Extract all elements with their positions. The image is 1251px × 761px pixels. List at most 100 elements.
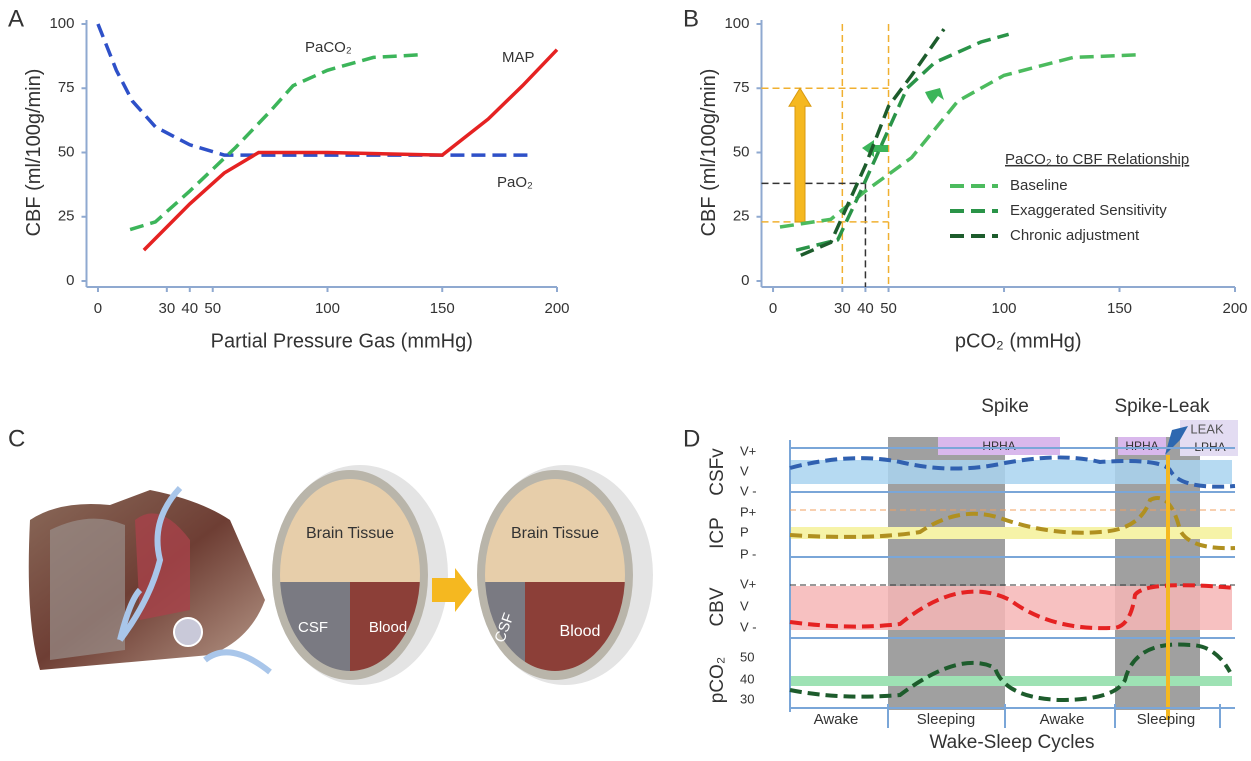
legend-label: Baseline (1010, 177, 1068, 194)
row-label: pCO₂ (707, 657, 728, 703)
change-arrow (788, 87, 812, 223)
pco2-curve (789, 642, 1232, 703)
row-tick-label: 50 (740, 649, 754, 664)
y-tick-label: 100 (724, 15, 749, 32)
csfv-curve (789, 455, 1236, 489)
series-label: MAP (502, 49, 535, 66)
flow-line (203, 649, 272, 675)
series-line (800, 28, 946, 257)
y-axis-label: CBF (ml/100g/min) (698, 69, 720, 237)
row-tick-label: V - (740, 619, 757, 634)
cbv-curve (789, 583, 1236, 631)
legend-label: Exaggerated Sensitivity (1010, 202, 1167, 219)
label: Brain Tissue (511, 525, 599, 542)
y-axis-label: CBF (ml/100g/min) (23, 69, 45, 237)
row-tick-label: V - (740, 483, 757, 498)
panel-label: D (683, 425, 700, 452)
x-tick-label: 50 (880, 300, 897, 317)
pco2-band (790, 676, 1232, 686)
series-line (142, 48, 559, 252)
panel-b: B 0 25 50 75 100 0 30 40 50 100 150 200 pCO₂ (mmHg) CB… (683, 5, 1248, 352)
icp-band (790, 527, 1232, 539)
row-labels: CSFv V+ V V - ICP P+ P P - CBV V+ V V - pCO₂ 50 40 30 (707, 443, 757, 706)
x-tick-label: 100 (315, 300, 340, 317)
period-label: Awake (814, 711, 859, 728)
y-tick-label: 75 (733, 79, 750, 96)
x-tick-label: 30 (158, 300, 175, 317)
row-tick-label: V+ (740, 443, 756, 458)
sinus (50, 518, 125, 660)
row-tick-label: 40 (740, 671, 754, 686)
x-tick-label: 200 (544, 300, 569, 317)
legend-title: PaCO₂ to CBF Relationship (1005, 151, 1189, 168)
panel-label: A (8, 5, 24, 32)
event-label: Spike-Leak (1114, 396, 1210, 417)
x-tick-label: 0 (94, 300, 102, 317)
phase-label: HPHA (1125, 439, 1158, 453)
y-tick-label: 75 (58, 79, 75, 96)
label: Brain Tissue (306, 525, 394, 542)
x-axis-label: pCO₂ (mmHg) (955, 330, 1082, 352)
y-tick-label: 50 (58, 143, 75, 160)
row-tick-label: V (740, 598, 749, 613)
row-label: CSFv (707, 448, 728, 496)
series-line (779, 53, 1139, 229)
arrow (432, 568, 472, 612)
x-tick-label: 150 (430, 300, 455, 317)
phase-label: HPHA (982, 439, 1015, 453)
icp-curve (789, 496, 1236, 551)
cbv-band (790, 586, 1232, 630)
period-ticks (887, 704, 1221, 728)
y-tick-label: 0 (741, 272, 749, 289)
series-line (795, 32, 1010, 252)
row-label: CBV (707, 587, 728, 626)
row-tick-label: V (740, 463, 749, 478)
legend-label: Chronic adjustment (1010, 227, 1140, 244)
x-axis-label: Wake-Sleep Cycles (929, 732, 1094, 753)
flow-line (117, 485, 183, 642)
panel-c: C Brain Tissue CSF Blood Brain Tissue CS… (8, 425, 653, 685)
lens (173, 617, 203, 647)
x-tick-label: 100 (992, 300, 1017, 317)
row-tick-label: P+ (740, 504, 756, 519)
leak-label: LEAK (1190, 421, 1224, 436)
flow-line (117, 587, 143, 641)
row-tick-label: 30 (740, 691, 754, 706)
row-tick-label: P - (740, 546, 756, 561)
panel-d: D Spike Spike-Leak HPHA HPHA LPHA LEAK (683, 396, 1238, 753)
x-tick-label: 40 (857, 300, 874, 317)
series-line (129, 53, 420, 232)
series-label: PaCO₂ (305, 39, 352, 56)
shift-arrow (925, 88, 944, 104)
x-axis-label: Partial Pressure Gas (mmHg) (211, 330, 473, 352)
panel-label: C (8, 425, 25, 452)
series-label: PaO₂ (497, 174, 533, 191)
period-label: Sleeping (1137, 711, 1195, 728)
x-tick-label: 40 (181, 300, 198, 317)
x-tick-label: 50 (204, 300, 221, 317)
phase-box (1180, 420, 1238, 456)
row-label: ICP (707, 517, 728, 549)
y-tick-label: 25 (58, 208, 75, 225)
x-tick-label: 150 (1107, 300, 1132, 317)
y-tick-label: 100 (49, 15, 74, 32)
label: CSF (298, 619, 328, 636)
period-label: Awake (1040, 711, 1085, 728)
series-line (96, 23, 535, 157)
label: Blood (560, 623, 601, 640)
x-tick-label: 200 (1222, 300, 1247, 317)
x-tick-label: 30 (834, 300, 851, 317)
x-tick-label: 0 (769, 300, 777, 317)
panel-a: A 0 25 50 75 100 0 30 40 50 100 150 200 Partial Press… (8, 5, 570, 352)
row-tick-label: P (740, 524, 749, 539)
panel-label: B (683, 5, 699, 32)
y-tick-label: 50 (733, 143, 750, 160)
phase-box (938, 437, 1060, 455)
row-tick-label: V+ (740, 576, 756, 591)
y-tick-label: 25 (733, 208, 750, 225)
event-label: Spike (981, 396, 1029, 417)
period-label: Sleeping (917, 711, 975, 728)
label: Blood (369, 619, 407, 636)
y-tick-label: 0 (66, 272, 74, 289)
